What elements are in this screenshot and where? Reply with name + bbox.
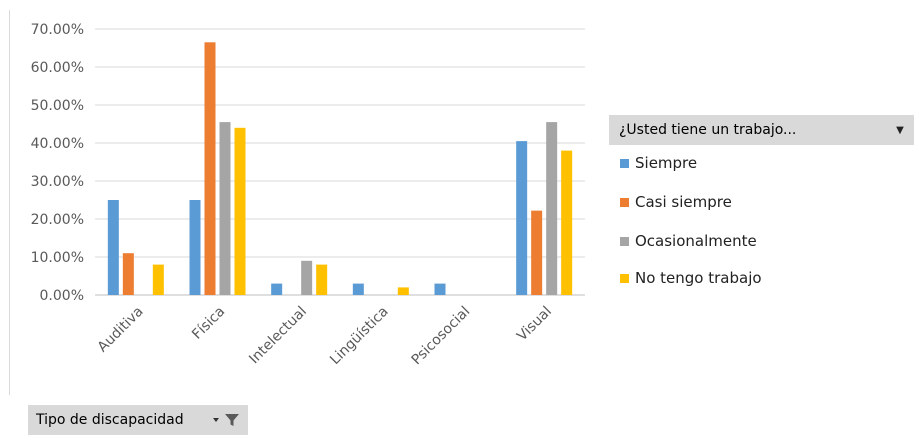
bar xyxy=(189,200,201,295)
bar xyxy=(152,264,164,295)
bar xyxy=(531,210,543,295)
y-tick-label: 10.00% xyxy=(31,250,84,266)
legend-swatch xyxy=(620,197,629,207)
bar xyxy=(546,122,558,295)
y-tick-label: 40.00% xyxy=(31,136,84,152)
bar xyxy=(301,260,313,295)
legend-swatch xyxy=(620,158,629,168)
bar-chart: 0.00% 10.00% 20.00% 30.00% 40.00% 50.00% 60.00… xyxy=(31,22,585,369)
legend-filter-dropdown[interactable]: ¿Usted tiene un trabajo... ▼ xyxy=(609,115,914,145)
x-category-label: Psicosocial xyxy=(409,304,474,369)
bar xyxy=(516,141,528,295)
chart-frame-rule xyxy=(9,10,10,395)
dropdown-arrow-icon[interactable]: ▼ xyxy=(896,124,904,136)
bar xyxy=(352,283,364,295)
legend-item-siempre[interactable]: Siempre xyxy=(620,153,697,173)
y-tick-label: 70.00% xyxy=(31,22,84,38)
x-category-label: Lingüística xyxy=(327,304,391,368)
bar xyxy=(397,287,409,295)
y-tick-label: 20.00% xyxy=(31,212,84,228)
x-category-label: Intelectual xyxy=(246,304,310,368)
y-axis-ticks: 0.00% 10.00% 20.00% 30.00% 40.00% 50.00% 60.00… xyxy=(31,22,84,304)
x-axis-categories: Auditiva Física Intelectual Lingüística Psic… xyxy=(95,304,555,369)
bar xyxy=(434,283,446,295)
bar xyxy=(107,200,119,295)
bar xyxy=(316,264,328,295)
bar xyxy=(561,150,573,295)
bar xyxy=(122,253,134,295)
legend-item-ocasionalmente[interactable]: Ocasionalmente xyxy=(620,231,757,251)
y-tick-label: 50.00% xyxy=(31,98,84,114)
y-tick-label: 60.00% xyxy=(31,60,84,76)
legend-item-casi-siempre[interactable]: Casi siempre xyxy=(620,192,732,212)
bar xyxy=(271,283,283,295)
legend-swatch xyxy=(620,273,629,283)
bars xyxy=(107,42,573,295)
bar xyxy=(234,127,246,295)
legend-item-no-tengo-trabajo[interactable]: No tengo trabajo xyxy=(620,268,762,288)
legend-swatch xyxy=(620,236,629,246)
filter-icon xyxy=(212,412,240,428)
legend-label: No tengo trabajo xyxy=(635,269,762,287)
axis-field-label: Tipo de discapacidad xyxy=(36,412,184,428)
axis-field-filter-button[interactable]: Tipo de discapacidad xyxy=(28,405,248,435)
legend-title: ¿Usted tiene un trabajo... xyxy=(619,122,797,138)
x-category-label: Visual xyxy=(514,304,555,345)
legend-label: Ocasionalmente xyxy=(635,232,757,250)
gridlines xyxy=(95,28,585,296)
legend-label: Siempre xyxy=(635,154,698,172)
x-category-label: Física xyxy=(189,304,228,343)
y-tick-label: 30.00% xyxy=(31,174,84,190)
bar xyxy=(219,122,231,295)
y-tick-label: 0.00% xyxy=(40,288,84,304)
legend-label: Casi siempre xyxy=(635,193,732,211)
bar xyxy=(204,42,216,295)
x-category-label: Auditiva xyxy=(95,304,147,356)
